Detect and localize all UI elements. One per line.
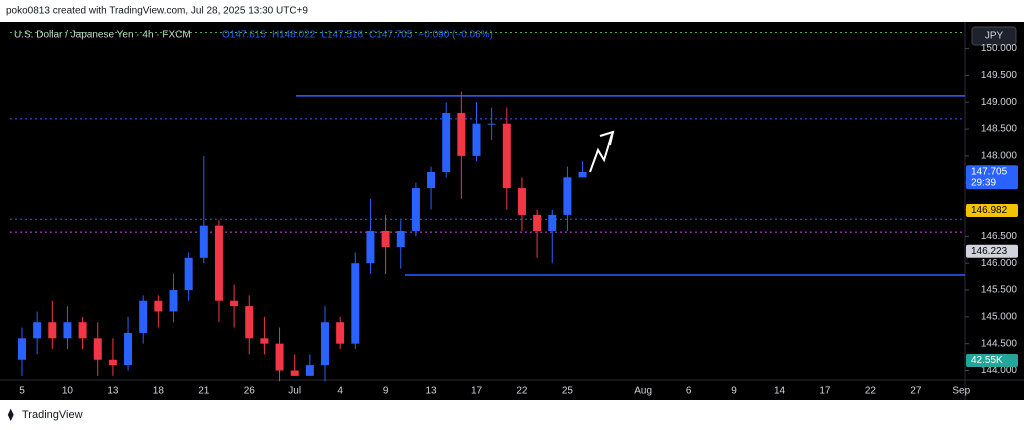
y-tick-label: 145.500 xyxy=(981,285,1018,296)
header-bar xyxy=(0,0,1024,22)
price-badge xyxy=(966,165,1018,190)
volume-badge xyxy=(966,354,1018,367)
candle-body xyxy=(427,171,436,189)
candle-body xyxy=(563,177,572,215)
x-tick-label: 14 xyxy=(774,386,786,397)
x-tick-label: Aug xyxy=(634,386,652,397)
x-tick-label: 4 xyxy=(337,386,343,397)
candle-body xyxy=(321,322,329,366)
y-tick-label: 146.500 xyxy=(981,231,1018,242)
arrow-head xyxy=(599,130,615,146)
ohlc-value: H148.022 xyxy=(272,30,316,41)
candle-body xyxy=(139,300,148,333)
candle-body xyxy=(245,306,254,339)
x-tick-label: Sep xyxy=(952,386,970,397)
candle-body xyxy=(305,365,314,376)
logo-icon: ⧫ xyxy=(7,408,14,422)
x-tick-label: 21 xyxy=(198,386,210,397)
candle-body xyxy=(517,188,526,215)
candle-body xyxy=(93,338,102,360)
x-tick-label: 18 xyxy=(153,386,165,397)
arrow-drawing xyxy=(589,133,613,173)
y-tick-label: 148.500 xyxy=(981,124,1018,135)
x-tick-label: 13 xyxy=(425,386,437,397)
x-tick-label: 9 xyxy=(731,386,737,397)
x-tick-label: 6 xyxy=(686,386,692,397)
x-tick-label: 5 xyxy=(19,386,25,397)
candle-body xyxy=(411,188,420,232)
y-tick-label: 145.000 xyxy=(981,311,1018,322)
candle-body xyxy=(260,338,269,344)
header-text: poko0813 created with TradingView.com, J… xyxy=(6,6,308,17)
price-badge xyxy=(966,244,1018,258)
candle-body xyxy=(336,322,345,344)
candle-body xyxy=(199,225,208,258)
candle-body xyxy=(366,231,375,264)
y-tick-label: 149.000 xyxy=(981,97,1018,108)
ohlc-value: −0.090 (−0.06%) xyxy=(418,30,493,41)
x-tick-label: 17 xyxy=(819,386,831,397)
candle-body xyxy=(18,338,26,360)
y-tick-label: 148.000 xyxy=(981,151,1018,162)
candle-body xyxy=(578,171,587,178)
x-tick-label: 9 xyxy=(383,386,389,397)
ohlc-value: O147.615 xyxy=(222,30,266,41)
x-tick-label: 13 xyxy=(107,386,119,397)
y-tick-label: 149.500 xyxy=(981,70,1018,81)
currency[interactable]: JPY xyxy=(985,31,1004,42)
candle-body xyxy=(396,231,405,248)
x-tick-label: 25 xyxy=(562,386,574,397)
candle-body xyxy=(154,300,163,312)
candle-body xyxy=(502,123,511,189)
price-badge-label: 146.982 xyxy=(971,205,1008,216)
price-badge-label: 147.705 xyxy=(971,166,1008,177)
candle-body xyxy=(275,343,284,371)
candle-body xyxy=(442,112,451,172)
candle-body xyxy=(48,322,57,339)
candle-body xyxy=(184,257,193,291)
x-tick-label: 26 xyxy=(244,386,256,397)
candle-body xyxy=(63,322,72,339)
candle-body xyxy=(169,290,178,312)
ohlc-value: C147.705 xyxy=(369,30,413,41)
ohlc-value: L147.516 xyxy=(321,30,363,41)
x-tick-label: 10 xyxy=(62,386,74,397)
volume-label: 42.55K xyxy=(971,355,1003,366)
candle-body xyxy=(457,112,466,156)
chart-title: U.S. Dollar / Japanese Yen · 4h · FXCM xyxy=(14,30,191,41)
y-tick-label: 144.500 xyxy=(981,338,1018,349)
candle-body xyxy=(108,359,117,366)
candle-body xyxy=(351,263,360,344)
candle-body xyxy=(487,123,496,125)
candle-body xyxy=(230,300,239,307)
candle-body xyxy=(381,231,390,248)
candle-body xyxy=(214,225,223,301)
x-tick-label: 17 xyxy=(471,386,483,397)
price-badge xyxy=(966,204,1018,218)
x-tick-label: Jul xyxy=(288,386,301,397)
countdown: 29:39 xyxy=(971,177,996,188)
candle-body xyxy=(472,123,481,156)
candle-body xyxy=(78,322,87,339)
footer-bar xyxy=(0,400,1024,430)
candle-body xyxy=(33,322,42,339)
y-tick-label: 144.000 xyxy=(981,365,1018,376)
y-tick-label: 150.000 xyxy=(981,43,1018,54)
x-tick-label: 22 xyxy=(516,386,528,397)
candle-body xyxy=(124,332,133,366)
y-tick-label: 146.000 xyxy=(981,258,1018,269)
x-tick-label: 27 xyxy=(910,386,922,397)
currency-button[interactable] xyxy=(971,26,1017,46)
candle-body xyxy=(533,214,542,232)
footer-logo: TradingView xyxy=(22,409,83,421)
candle-body xyxy=(290,370,299,376)
price-badge-label: 146.223 xyxy=(971,246,1008,257)
candle-body xyxy=(548,214,557,232)
x-tick-label: 22 xyxy=(865,386,877,397)
